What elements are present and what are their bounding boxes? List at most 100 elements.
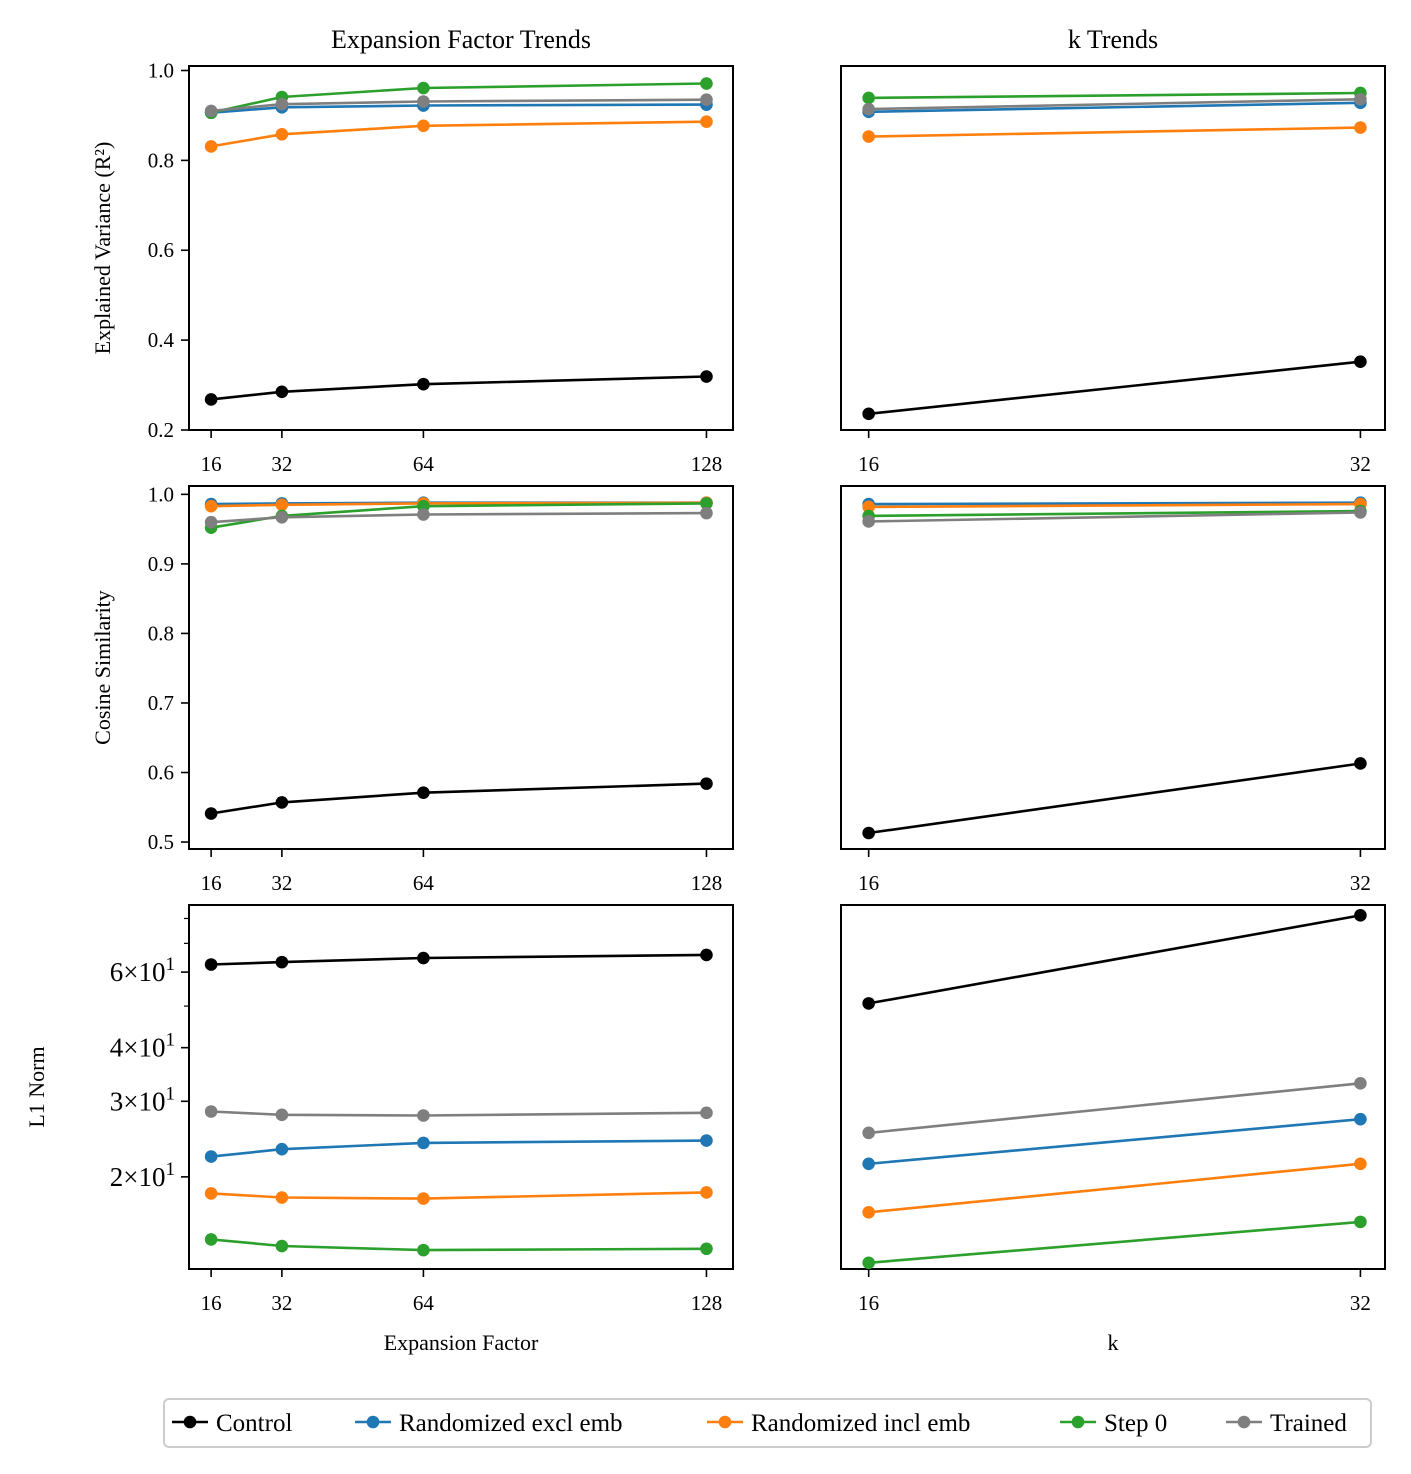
series-line <box>210 98 707 113</box>
axes-frame <box>188 904 734 1270</box>
series-step-0 <box>862 1215 1367 1270</box>
series-control <box>862 355 1367 421</box>
data-point <box>275 498 289 512</box>
series-randomized-incl-emb <box>204 1186 713 1205</box>
data-point <box>275 1191 289 1204</box>
panel-r2-k: k Trends 16 32 <box>840 25 1386 476</box>
x-tick-label: 128 <box>691 452 723 476</box>
data-point <box>417 1243 430 1257</box>
legend-label: Control <box>216 1410 292 1437</box>
data-point <box>275 796 289 809</box>
data-point <box>862 515 875 528</box>
series-randomized-excl-emb <box>862 1112 1367 1171</box>
x-tick-label: 128 <box>691 1291 723 1315</box>
y-tick-label: 4×101 <box>110 1030 175 1063</box>
y-tick-label: 0.2 <box>148 418 174 442</box>
y-axis-label: Cosine Similarity <box>90 590 115 745</box>
data-point <box>417 786 430 799</box>
data-point <box>417 81 430 95</box>
data-point <box>1354 909 1367 922</box>
series-line <box>210 502 707 529</box>
legend-label: Randomized incl emb <box>751 1410 970 1437</box>
legend-marker <box>366 1415 380 1429</box>
y-axis-label: Explained Variance (R²) <box>90 142 115 355</box>
series-control <box>204 370 713 406</box>
series-line <box>210 120 707 148</box>
data-point <box>204 104 218 118</box>
x-tick-label: 16 <box>201 871 222 895</box>
panel-cos-k: 16 32 <box>840 485 1386 895</box>
legend: Control Randomized excl emb Randomized inc… <box>163 1398 1372 1448</box>
x-tick-label: 32 <box>271 1291 292 1315</box>
legend-item-trained: Trained <box>1226 1410 1347 1437</box>
data-point <box>204 958 218 971</box>
data-point <box>700 497 713 510</box>
series-line <box>868 101 1361 114</box>
x-tick-label: 32 <box>1350 871 1371 895</box>
y-tick-label: 1.0 <box>148 482 174 506</box>
data-point <box>700 93 713 107</box>
series-line <box>211 511 707 524</box>
legend-label: Trained <box>1270 1410 1347 1437</box>
panel-l1-k: 16 32 k <box>840 904 1386 1355</box>
series-line <box>868 511 1361 523</box>
data-point <box>1354 1215 1367 1229</box>
y-tick-label: 0.4 <box>148 328 175 352</box>
series-line <box>211 1110 707 1117</box>
data-point <box>275 97 289 111</box>
y-tick-label: 0.6 <box>148 238 174 262</box>
data-point <box>700 115 713 129</box>
data-point <box>862 407 875 421</box>
data-point <box>862 997 875 1010</box>
x-tick-label: 64 <box>413 452 435 476</box>
data-point <box>275 1108 289 1122</box>
data-point <box>417 95 430 108</box>
series-line <box>210 82 707 114</box>
y-tick-mantissa: 6 <box>110 957 124 987</box>
data-point <box>862 1157 875 1171</box>
data-point <box>417 1136 430 1150</box>
series-control <box>862 909 1367 1010</box>
axes-frame <box>840 904 1386 1270</box>
data-point <box>1354 757 1367 770</box>
y-tick-label: 2×101 <box>110 1159 175 1192</box>
data-point <box>417 1192 430 1205</box>
series-line <box>868 509 1361 518</box>
y-tick-label: 0.8 <box>148 148 174 172</box>
x-tick-label: 64 <box>413 871 435 895</box>
series-line <box>868 914 1361 1005</box>
panel-title: Expansion Factor Trends <box>331 25 591 54</box>
series-line <box>210 1139 707 1158</box>
data-point <box>1354 355 1367 368</box>
y-tick-mantissa: 2 <box>110 1162 124 1192</box>
series-control <box>204 948 713 971</box>
data-point <box>204 140 218 153</box>
data-point <box>700 506 713 520</box>
x-tick-label: 32 <box>1350 1291 1371 1315</box>
series-line <box>868 1220 1361 1265</box>
x-axis-label: Expansion Factor <box>384 1330 539 1355</box>
data-point <box>700 1134 713 1147</box>
series-trained <box>862 506 1367 528</box>
legend-label: Randomized excl emb <box>399 1410 623 1437</box>
x-tick-label: 16 <box>858 871 879 895</box>
y-axis-label: L1 Norm <box>24 1046 49 1127</box>
series-line <box>211 103 707 114</box>
data-point <box>700 370 713 383</box>
series-trained <box>862 92 1367 116</box>
series-line <box>868 91 1361 100</box>
data-point <box>862 1256 875 1270</box>
legend-item-randomized-incl-emb: Randomized incl emb <box>707 1410 970 1437</box>
series-control <box>204 777 713 820</box>
x-tick-label: 32 <box>271 871 292 895</box>
series-line <box>868 360 1361 416</box>
y-tick-label: 0.7 <box>148 691 174 715</box>
data-point <box>204 515 218 529</box>
y-tick-label: 0.9 <box>148 552 174 576</box>
y-tick-mantissa: 3 <box>110 1086 124 1116</box>
data-point <box>275 955 289 969</box>
legend-marker <box>1071 1415 1085 1429</box>
series-line <box>868 1117 1361 1166</box>
x-tick-label: 16 <box>858 452 879 476</box>
